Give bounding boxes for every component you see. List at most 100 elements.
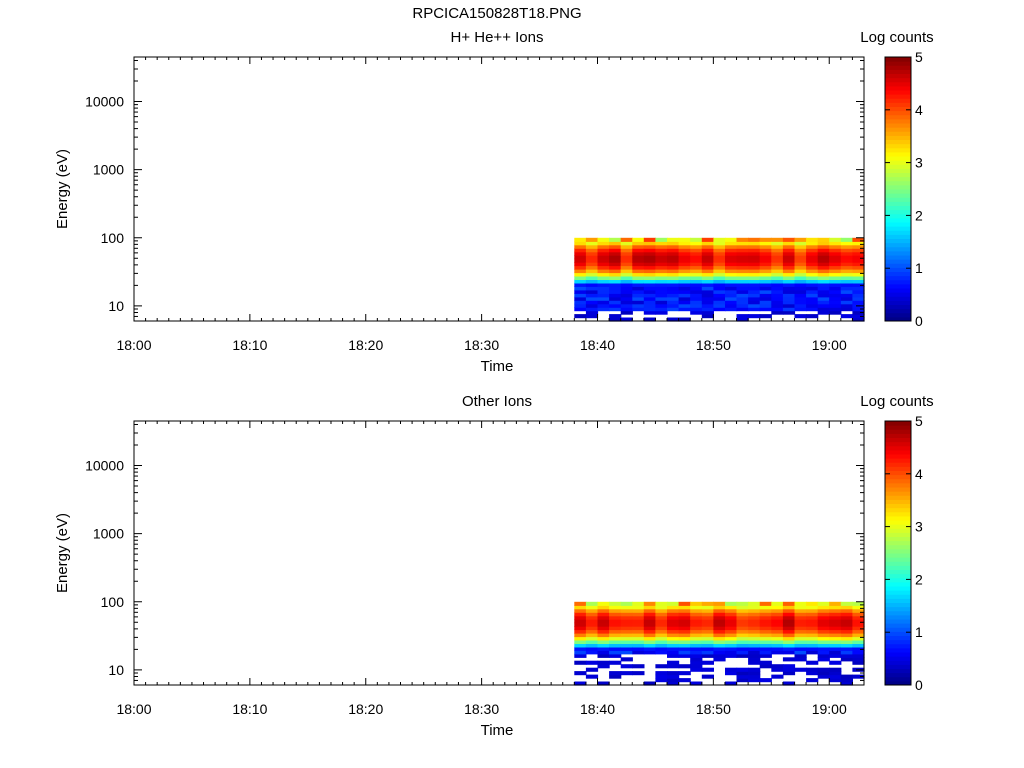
heatmap-cell [817, 248, 830, 253]
heatmap-cell [713, 636, 726, 641]
heatmap-cell [643, 615, 656, 620]
heatmap-cell [782, 244, 796, 249]
heatmap-cell [690, 639, 703, 644]
heatmap-cell [759, 636, 772, 641]
colorbar-segment [885, 647, 911, 653]
heatmap-cell [829, 310, 842, 315]
heatmap-cell [690, 681, 703, 686]
heatmap-cell [585, 258, 599, 263]
heatmap-cell [678, 643, 691, 648]
heatmap-cell [736, 255, 749, 260]
heatmap-cell [713, 293, 726, 298]
colorbar-segment [885, 304, 911, 310]
heatmap-cell [713, 244, 726, 249]
heatmap-cell [701, 650, 714, 655]
heatmap-cell [782, 664, 796, 669]
colorbar-segment [885, 425, 911, 430]
heatmap-cell [690, 619, 703, 624]
heatmap-cell [748, 650, 761, 655]
heatmap-cell [597, 650, 610, 655]
heatmap-cell [852, 605, 865, 610]
heatmap-cell [643, 639, 656, 644]
heatmap-cell [643, 241, 656, 246]
heatmap-cell [806, 633, 819, 638]
heatmap-cell [736, 300, 749, 305]
heatmap-cell [655, 272, 668, 277]
heatmap-cell [609, 293, 622, 298]
heatmap-cell [655, 307, 668, 312]
heatmap-cell [748, 667, 761, 672]
heatmap-cell [806, 303, 819, 308]
heatmap-cell [701, 314, 714, 319]
heatmap-cell [609, 279, 622, 284]
heatmap-cell [829, 275, 842, 280]
colorbar-segment [885, 656, 911, 661]
heatmap-cell [840, 612, 853, 617]
heatmap-cell [806, 650, 819, 655]
heatmap-cell [574, 275, 587, 280]
heatmap-cell [620, 296, 633, 301]
heatmap-cell [840, 643, 853, 648]
colorbar-segment [885, 205, 911, 211]
heatmap-cell [667, 639, 680, 644]
heatmap-cell [794, 653, 807, 658]
heatmap-cell [620, 629, 633, 634]
heatmap-cell [678, 255, 691, 260]
heatmap-cell [701, 289, 714, 294]
heatmap-cell [690, 296, 703, 301]
heatmap-cell [678, 633, 691, 638]
heatmap-cell [782, 605, 796, 610]
heatmap-cell [690, 626, 703, 631]
heatmap-cell [829, 653, 842, 658]
heatmap-cell [632, 289, 645, 294]
heatmap-cell [585, 241, 599, 246]
heatmap-cell [585, 601, 599, 606]
heatmap-cell [585, 612, 599, 617]
heatmap-cell [782, 282, 796, 287]
heatmap-cell [736, 272, 749, 277]
heatmap-cell [794, 629, 807, 634]
heatmap-cell [725, 650, 738, 655]
heatmap-cell [655, 605, 668, 610]
colorbar-segment [885, 561, 911, 566]
heatmap-cell [690, 622, 703, 627]
heatmap-cell [817, 633, 830, 638]
heatmap-cell [667, 643, 680, 648]
heatmap-cell [690, 650, 703, 655]
heatmap-cell [620, 657, 633, 662]
heatmap-cell [655, 310, 668, 315]
heatmap-cell [655, 650, 668, 655]
heatmap-cell [585, 314, 599, 319]
heatmap-cell [725, 307, 738, 312]
heatmap-cell [678, 601, 691, 606]
heatmap-cell [655, 251, 668, 256]
heatmap-cell [655, 674, 668, 679]
heatmap-cell [701, 653, 714, 658]
heatmap-cell [771, 626, 784, 631]
heatmap-cell [632, 612, 645, 617]
heatmap-cell [840, 269, 853, 274]
heatmap-cell [829, 265, 842, 270]
heatmap-cell [782, 258, 796, 263]
heatmap-cell [840, 286, 853, 291]
heatmap-cell [725, 282, 738, 287]
colorbar-segment [885, 635, 911, 641]
heatmap-cell [701, 241, 714, 246]
heatmap-cell [840, 639, 853, 644]
heatmap-cell [759, 262, 772, 267]
heatmap-cell [667, 674, 680, 679]
heatmap-cell [701, 275, 714, 280]
colorbar-label: Log counts [860, 393, 933, 410]
heatmap-cell [782, 657, 796, 662]
x-tick-label: 18:30 [464, 701, 499, 717]
heatmap-cell [806, 608, 819, 613]
heatmap-cell [840, 633, 853, 638]
heatmap-cell [806, 300, 819, 305]
heatmap-cell [690, 262, 703, 267]
heatmap-cell [713, 608, 726, 613]
heatmap-cell [597, 605, 610, 610]
heatmap-cell [806, 612, 819, 617]
heatmap-cell [840, 275, 853, 280]
heatmap-cell [597, 612, 610, 617]
heatmap-cell [806, 601, 819, 606]
